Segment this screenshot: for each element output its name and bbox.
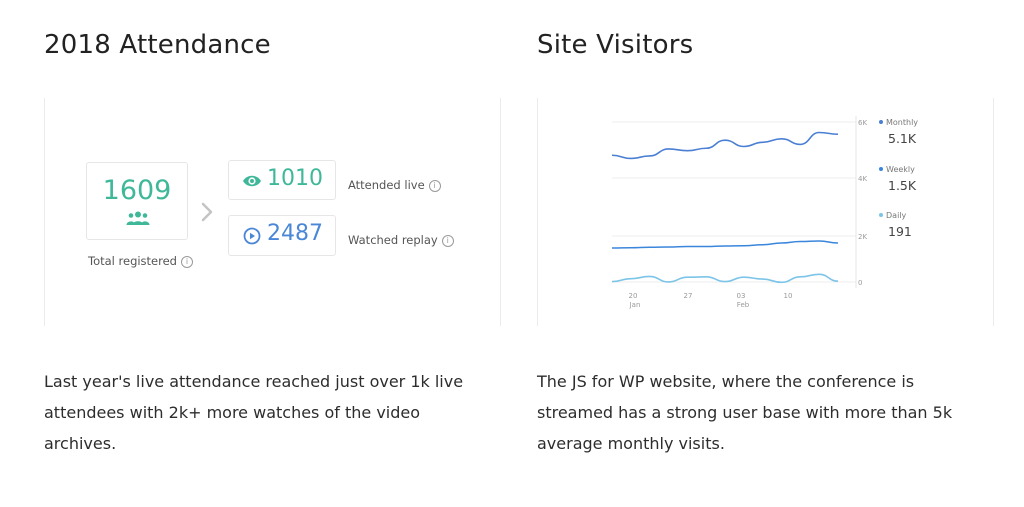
chevron-right-icon (201, 202, 213, 222)
attended-live-label: Attended live i (348, 178, 441, 192)
visitors-description: The JS for WP website, where the confere… (537, 372, 953, 453)
attended-live-value: 1010 (267, 166, 323, 191)
legend-monthly-dot (879, 120, 883, 124)
x-tick-label: 20 (629, 292, 638, 300)
legend-monthly-value: 5.1K (888, 131, 917, 146)
x-tick-sublabel: Jan (629, 301, 641, 309)
eye-icon (243, 175, 261, 187)
legend-daily: Daily 191 (879, 211, 912, 239)
visitors-panel: 6K 4K 2K 0 20 Jan 27 03 Feb 10 Monthly 5.1K Weekl… (537, 98, 994, 326)
watched-replay-label: Watched replay i (348, 233, 454, 247)
legend-daily-dot (879, 213, 883, 217)
y-tick-label: 0 (858, 279, 862, 287)
legend-monthly-label: Monthly (886, 118, 919, 127)
legend-monthly: Monthly 5.1K (879, 118, 918, 146)
legend-weekly-label: Weekly (886, 165, 915, 174)
y-tick-label: 2K (858, 233, 867, 241)
y-tick-label: 4K (858, 175, 867, 183)
attendance-panel: 1609 Total registered i 1010 Attended liv… (44, 98, 501, 326)
attendance-title: 2018 Attendance (44, 30, 271, 60)
play-circle-icon (243, 227, 261, 245)
people-icon (126, 211, 150, 225)
series-line-daily (611, 273, 839, 284)
info-icon[interactable]: i (181, 256, 193, 268)
attendance-description: Last year's live attendance reached just… (44, 372, 464, 453)
x-tick-label: 10 (784, 292, 793, 300)
x-tick-sublabel: Feb (737, 301, 750, 309)
total-registered-card: 1609 (86, 162, 188, 240)
attended-live-text: Attended live (348, 178, 425, 192)
legend-daily-label: Daily (886, 211, 907, 220)
legend-weekly-value: 1.5K (888, 178, 917, 193)
total-registered-label: Total registered i (88, 254, 193, 268)
x-tick-label: 27 (684, 292, 693, 300)
total-registered-text: Total registered (88, 254, 177, 268)
legend-weekly-dot (879, 167, 883, 171)
legend-weekly-name: Weekly (879, 165, 916, 174)
visitors-title: Site Visitors (537, 30, 694, 60)
x-tick-label: 03 (737, 292, 746, 300)
legend-daily-name: Daily (879, 211, 912, 220)
y-tick-label: 6K (858, 119, 867, 127)
series-line-weekly (611, 240, 839, 249)
info-icon[interactable]: i (441, 235, 454, 247)
total-registered-value: 1609 (102, 175, 172, 206)
series-line-monthly (611, 131, 839, 160)
info-icon[interactable]: i (428, 180, 441, 192)
legend-daily-value: 191 (888, 224, 912, 239)
legend-weekly: Weekly 1.5K (879, 165, 916, 193)
watched-replay-card: 2487 (228, 215, 336, 256)
watched-replay-value: 2487 (267, 221, 323, 246)
watched-replay-text: Watched replay (348, 233, 438, 247)
attended-live-card: 1010 (228, 160, 336, 200)
legend-monthly-name: Monthly (879, 118, 918, 127)
